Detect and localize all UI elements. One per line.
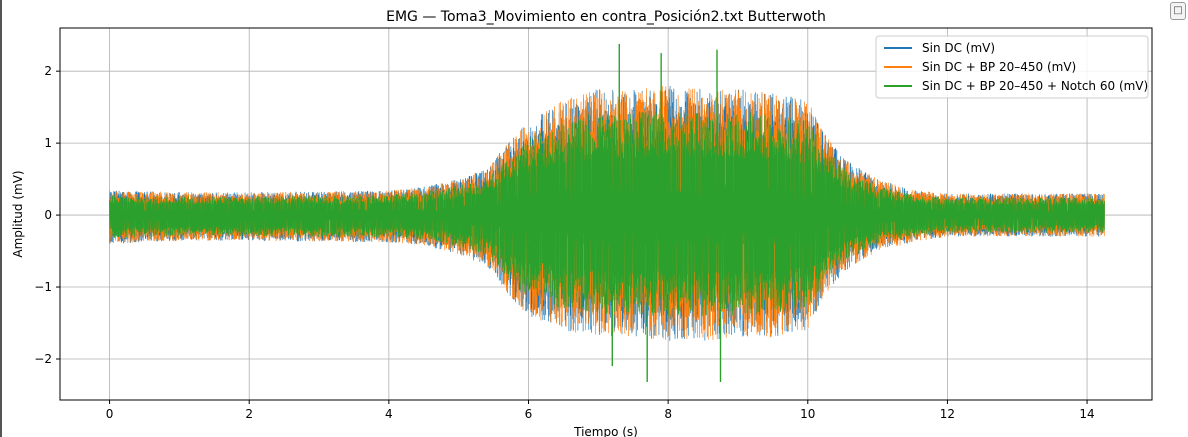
legend-label: Sin DC (mV) [922, 41, 995, 55]
x-tick-label: 2 [245, 407, 253, 421]
window-left-border [0, 0, 2, 437]
y-tick-label: 2 [44, 64, 52, 78]
series-trace-bp-notch [109, 112, 1105, 318]
y-tick-label: −2 [34, 352, 52, 366]
x-tick-label: 14 [1079, 407, 1094, 421]
x-tick-label: 0 [106, 407, 114, 421]
y-axis-ticks: 2 1 0 −1 −2 [34, 64, 60, 366]
signal-traces [109, 43, 1105, 383]
legend: Sin DC (mV) Sin DC + BP 20–450 (mV) Sin DC… [875, 35, 1149, 99]
x-axis-label: Tiempo (s) [573, 425, 638, 437]
y-tick-label: 1 [44, 136, 52, 150]
y-tick-label: −1 [34, 280, 52, 294]
plot-frame [59, 27, 1153, 401]
legend-label: Sin DC + BP 20–450 + Notch 60 (mV) [922, 79, 1148, 93]
legend-box [875, 35, 1149, 99]
y-tick-label: 0 [44, 208, 52, 222]
toolbar-icon[interactable]: □ [1170, 2, 1186, 20]
x-tick-label: 4 [385, 407, 393, 421]
x-tick-label: 8 [664, 407, 672, 421]
x-tick-label: 6 [525, 407, 533, 421]
x-tick-label: 12 [940, 407, 955, 421]
legend-label: Sin DC + BP 20–450 (mV) [922, 60, 1076, 74]
x-tick-label: 10 [800, 407, 815, 421]
y-axis-label: Amplitud (mV) [11, 170, 25, 257]
x-axis-ticks: 0 2 4 6 8 10 12 14 [106, 400, 1095, 421]
chart-title: EMG — Toma3_Movimiento en contra_Posició… [386, 9, 826, 25]
